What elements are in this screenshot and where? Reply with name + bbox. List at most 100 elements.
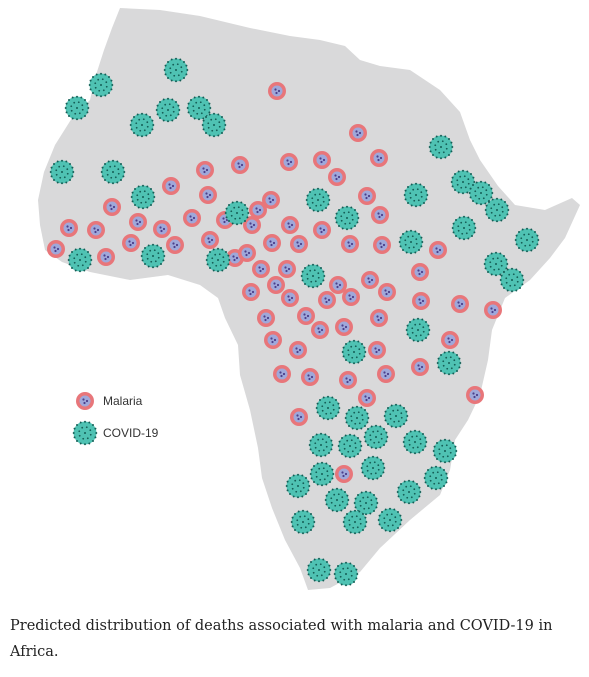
malaria-marker: [335, 318, 353, 336]
malaria-marker: [339, 371, 357, 389]
covid-marker: [285, 473, 311, 499]
malaria-marker: [484, 301, 502, 319]
covid-marker: [306, 557, 332, 583]
malaria-marker: [242, 283, 260, 301]
covid-marker: [344, 405, 370, 431]
malaria-marker-icon: [76, 392, 94, 410]
malaria-marker: [278, 260, 296, 278]
covid-marker: [483, 251, 509, 277]
covid-marker: [432, 438, 458, 464]
malaria-marker: [371, 206, 389, 224]
malaria-marker: [263, 234, 281, 252]
malaria-marker: [60, 219, 78, 237]
malaria-marker: [313, 151, 331, 169]
covid-marker: [88, 72, 114, 98]
malaria-marker: [238, 244, 256, 262]
malaria-marker: [262, 191, 280, 209]
malaria-marker: [122, 234, 140, 252]
malaria-marker: [97, 248, 115, 266]
marker-layer: [47, 57, 540, 587]
africa-map: [38, 8, 580, 590]
covid-marker: [140, 243, 166, 269]
covid-marker: [163, 57, 189, 83]
malaria-marker: [289, 341, 307, 359]
legend: Malaria COVID-19: [72, 390, 158, 454]
malaria-marker: [335, 465, 353, 483]
covid-marker: [405, 317, 431, 343]
covid-marker: [451, 215, 477, 241]
malaria-marker: [231, 156, 249, 174]
malaria-marker: [412, 292, 430, 310]
covid-marker: [423, 465, 449, 491]
malaria-marker: [368, 341, 386, 359]
covid-marker: [363, 424, 389, 450]
malaria-marker: [349, 124, 367, 142]
covid-marker: [100, 159, 126, 185]
malaria-marker: [183, 209, 201, 227]
malaria-marker: [318, 291, 336, 309]
covid-marker: [333, 561, 359, 587]
covid-marker: [402, 429, 428, 455]
malaria-marker: [358, 389, 376, 407]
malaria-marker: [341, 235, 359, 253]
covid-marker: [300, 263, 326, 289]
covid-marker: [290, 509, 316, 535]
malaria-marker: [268, 82, 286, 100]
malaria-marker: [264, 331, 282, 349]
covid-marker: [130, 184, 156, 210]
malaria-marker: [441, 331, 459, 349]
covid-marker: [205, 247, 231, 273]
malaria-marker: [166, 236, 184, 254]
malaria-marker: [162, 177, 180, 195]
covid-marker: [308, 432, 334, 458]
covid-marker: [342, 509, 368, 535]
malaria-marker: [301, 368, 319, 386]
malaria-marker: [290, 235, 308, 253]
covid-marker: [403, 182, 429, 208]
covid-marker: [396, 479, 422, 505]
legend-item-covid: COVID-19: [72, 420, 159, 446]
malaria-marker: [249, 201, 267, 219]
malaria-marker: [281, 216, 299, 234]
covid-marker: [499, 267, 525, 293]
covid-marker: [337, 433, 363, 459]
covid-marker: [428, 134, 454, 160]
covid-marker: [353, 490, 379, 516]
legend-item-malaria: Malaria: [72, 390, 158, 412]
malaria-marker: [361, 271, 379, 289]
covid-marker: [315, 395, 341, 421]
malaria-marker: [411, 263, 429, 281]
malaria-marker: [201, 231, 219, 249]
malaria-marker: [280, 153, 298, 171]
covid-marker: [49, 159, 75, 185]
malaria-marker: [377, 365, 395, 383]
malaria-marker: [47, 240, 65, 258]
malaria-marker: [373, 236, 391, 254]
covid-marker: [67, 247, 93, 273]
malaria-marker: [281, 289, 299, 307]
malaria-marker: [429, 241, 447, 259]
covid-marker: [155, 97, 181, 123]
covid-marker: [450, 169, 476, 195]
malaria-marker: [243, 216, 261, 234]
covid-marker: [309, 461, 335, 487]
covid-marker: [398, 229, 424, 255]
malaria-marker: [87, 221, 105, 239]
malaria-marker: [358, 187, 376, 205]
malaria-marker: [311, 321, 329, 339]
malaria-marker: [313, 221, 331, 239]
malaria-marker: [153, 220, 171, 238]
malaria-marker: [329, 276, 347, 294]
malaria-marker: [257, 309, 275, 327]
malaria-marker: [370, 149, 388, 167]
covid-marker: [64, 95, 90, 121]
covid-marker: [383, 403, 409, 429]
covid-marker: [201, 112, 227, 138]
malaria-marker: [273, 365, 291, 383]
malaria-marker: [370, 309, 388, 327]
covid-marker: [468, 180, 494, 206]
malaria-marker: [411, 358, 429, 376]
malaria-marker: [466, 386, 484, 404]
malaria-marker: [196, 161, 214, 179]
legend-label-covid: COVID-19: [103, 426, 159, 440]
